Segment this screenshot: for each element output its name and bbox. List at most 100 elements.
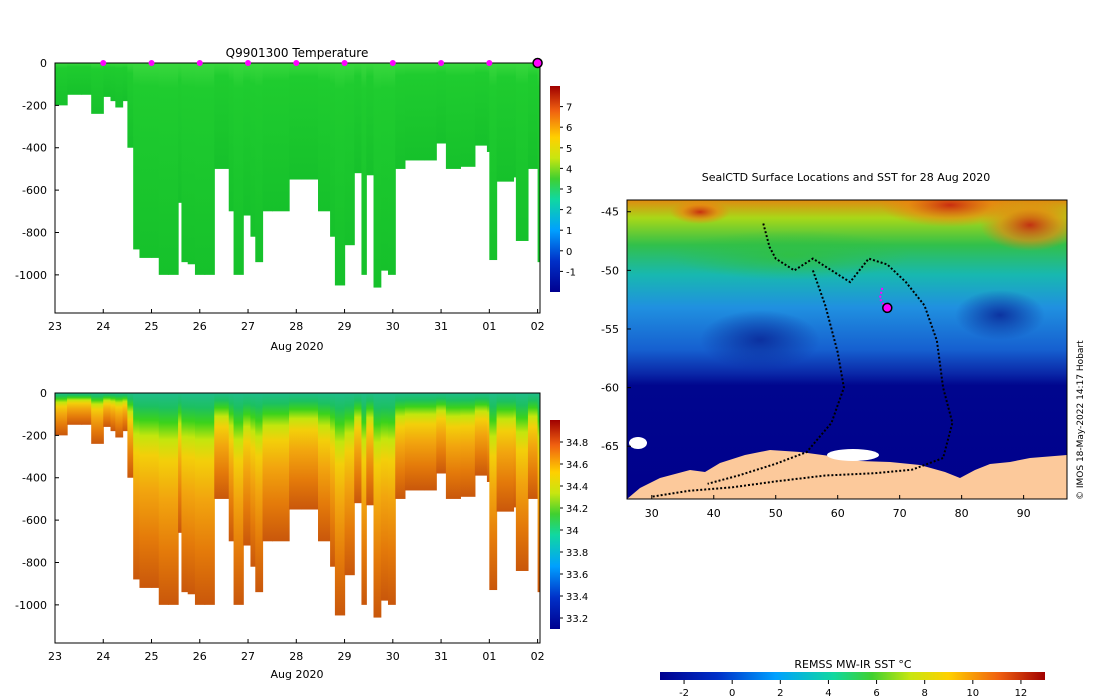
- salinity-profile-column: [204, 393, 215, 605]
- temperature-profile-column: [55, 63, 68, 106]
- temperature-profile-column: [474, 63, 488, 146]
- salinity-x-tick-label: 27: [241, 650, 255, 663]
- temperature-y-axis: 0 -200 -400 -600 -800 -1000: [15, 57, 59, 282]
- sst-colorbar-tick-label: 10: [966, 688, 979, 699]
- colorbar-tick-label: 34: [566, 526, 579, 537]
- temperature-x-tick-label: 02: [531, 320, 545, 333]
- salinity-profile-column: [139, 393, 153, 588]
- temperature-profile-column: [187, 63, 196, 265]
- salinity-colorbar-ticks: 34.8 34.6 34.4 34.2 34 33.8 33.6 33.4 33.2: [560, 438, 588, 625]
- salinity-profile-column: [181, 393, 189, 593]
- profile-marker: [438, 60, 445, 66]
- temperature-profile-column: [272, 63, 290, 212]
- temperature-profile-column: [262, 63, 273, 212]
- temperature-profile-column: [404, 63, 425, 161]
- salinity-profile-column: [187, 393, 196, 595]
- colorbar-tick-label: 34.8: [566, 438, 588, 449]
- temperature-profile-column: [334, 63, 346, 286]
- salinity-plot-frame: [54, 392, 541, 644]
- map-x-tick-label: 70: [893, 507, 907, 520]
- salinity-profile-column: [81, 393, 92, 425]
- temperature-profile-column: [460, 63, 476, 167]
- temperature-profile-column: [515, 63, 529, 241]
- map-y-tick-label: -55: [601, 323, 619, 336]
- colorbar-tick-label: 34.4: [566, 482, 588, 493]
- salinity-profile-column: [272, 393, 290, 542]
- map-y-axis: -45 -50 -55 -60 -65: [601, 206, 631, 453]
- salinity-profile-column: [366, 393, 375, 506]
- temperature-profile-column: [81, 63, 92, 95]
- green-band: [670, 230, 910, 280]
- profile-marker: [389, 60, 396, 66]
- temperature-markers: [100, 57, 543, 69]
- map-y-tick-label: -50: [601, 264, 619, 277]
- colorbar-tick-label: 33.2: [566, 614, 588, 625]
- sst-colorbar-label: REMSS MW-IR SST °C: [794, 658, 912, 671]
- sst-colorbar-tick-label: 6: [873, 688, 879, 699]
- temperature-profile-column: [366, 63, 375, 176]
- temperature-x-tick-label: 23: [48, 320, 62, 333]
- temperature-profile-column: [67, 63, 83, 95]
- sst-colorbar-ticks: -2 0 2 4 6 8 10 12: [679, 680, 1027, 699]
- salinity-profiles: [55, 393, 540, 618]
- salinity-x-axis: 23 24 25 26 27 28 29 30 31 01 02: [48, 639, 545, 663]
- salinity-profile-column: [515, 393, 529, 571]
- salinity-profile-column: [380, 393, 389, 601]
- temperature-profile-column: [496, 63, 515, 182]
- temperature-profile-column: [122, 63, 128, 102]
- temperature-profile-column: [436, 63, 447, 144]
- colorbar-tick-label: 2: [566, 206, 572, 217]
- temperature-profile-column: [387, 63, 396, 275]
- temperature-profile-column: [151, 63, 160, 258]
- salinity-profile-column: [489, 393, 498, 591]
- temperature-profile-column: [318, 63, 331, 212]
- salinity-profile-column: [67, 393, 83, 425]
- temperature-y-tick-label: -800: [22, 226, 47, 239]
- salinity-profile-column: [194, 393, 206, 605]
- salinity-profile-column: [424, 393, 437, 491]
- sst-colorbar-tick-label: 0: [729, 688, 735, 699]
- salinity-profile-column: [228, 393, 235, 542]
- temperature-x-tick-label: 28: [289, 320, 303, 333]
- temperature-profile-column: [330, 63, 336, 237]
- salinity-profile-column: [233, 393, 244, 605]
- map-y-tick-label: -65: [601, 440, 619, 453]
- colorbar-tick-label: 34.2: [566, 504, 588, 515]
- temperature-y-tick-label: -600: [22, 184, 47, 197]
- warm-eddy-2: [980, 200, 1067, 251]
- colorbar-tick-label: 34.6: [566, 460, 588, 471]
- temperature-profile-column: [513, 63, 517, 178]
- salinity-profile-column: [243, 393, 252, 546]
- temperature-colorbar: [550, 86, 560, 292]
- seal-track: [651, 223, 954, 498]
- salinity-profile-column: [255, 393, 264, 593]
- temperature-x-tick-label: 29: [338, 320, 352, 333]
- temperature-title: Q9901300 Temperature: [226, 46, 369, 60]
- temperature-profile-column: [344, 63, 355, 246]
- salinity-profile-column: [127, 393, 134, 478]
- map-x-axis: 30 40 50 60 70 80 90: [645, 495, 1031, 520]
- profile-marker: [486, 60, 493, 66]
- temperature-y-tick-label: 0: [40, 57, 47, 70]
- salinity-y-tick-label: 0: [40, 387, 47, 400]
- map-x-tick-label: 60: [831, 507, 845, 520]
- sst-colorbar-tick-label: 12: [1015, 688, 1028, 699]
- temperature-x-axis: 23 24 25 26 27 28 29 30 31 01 02: [48, 309, 545, 333]
- ice-patch-2: [827, 449, 879, 461]
- salinity-x-tick-label: 02: [531, 650, 545, 663]
- temperature-profile-column: [243, 63, 252, 216]
- salinity-profile-column: [158, 393, 170, 605]
- salinity-y-tick-label: -400: [22, 472, 47, 485]
- salinity-x-tick-label: 31: [434, 650, 448, 663]
- salinity-x-tick-label: 29: [338, 650, 352, 663]
- temperature-x-tick-label: 25: [145, 320, 159, 333]
- salinity-profile-column: [110, 393, 116, 432]
- temperature-profile-column: [91, 63, 104, 114]
- temperature-profile-column: [395, 63, 406, 169]
- colorbar-tick-label: 6: [566, 123, 572, 134]
- salinity-profile-column: [262, 393, 273, 542]
- temperature-profile-column: [289, 63, 302, 180]
- salinity-profile-column: [436, 393, 447, 474]
- temperature-profile-column: [486, 63, 490, 152]
